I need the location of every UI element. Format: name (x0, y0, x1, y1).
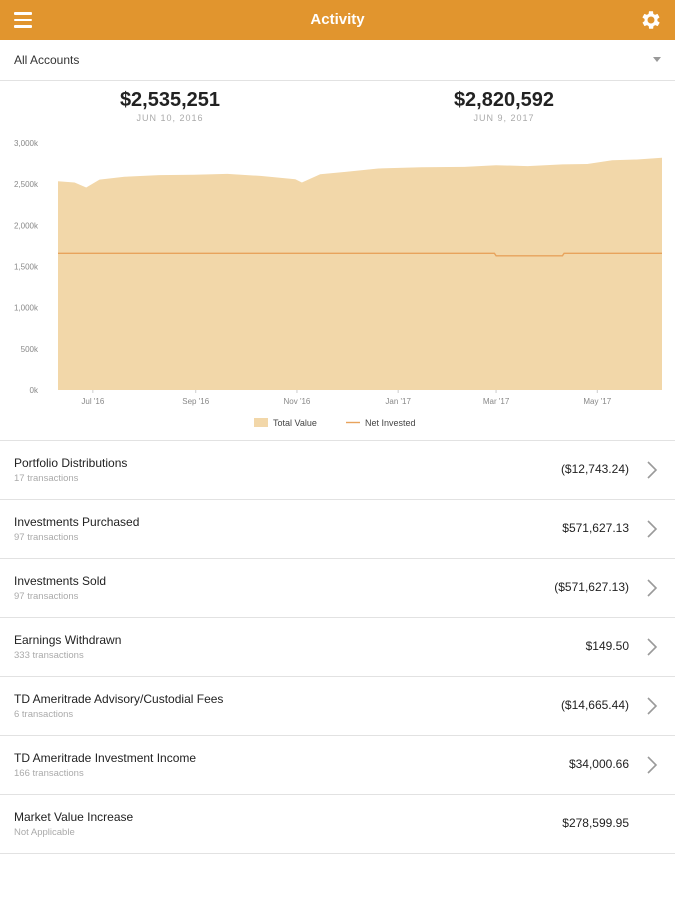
activity-row-count: Not Applicable (14, 827, 75, 838)
end-date: JUN 9, 2017 (473, 113, 535, 123)
activity-row[interactable]: TD Ameritrade Advisory/Custodial Fees 6 t… (0, 676, 675, 735)
portfolio-chart: 0k 500k 1,000k 1,500k 2,000k 2,500k 3,000k Jul … (14, 139, 662, 428)
activity-row: Market Value Increase Not Applicable $278,… (0, 794, 675, 854)
activity-row-count: 97 transactions (14, 591, 79, 602)
chevron-right-icon[interactable] (645, 696, 659, 716)
activity-row-amount: $278,599.95 (562, 816, 629, 830)
activity-row-label: TD Ameritrade Investment Income (14, 751, 197, 765)
activity-row-amount: ($571,627.13) (554, 580, 629, 594)
legend-total-value-swatch (254, 418, 268, 427)
account-selector[interactable]: All Accounts (0, 40, 675, 81)
x-tick-label: Jul '16 (81, 397, 104, 406)
x-tick-label: Mar '17 (483, 397, 510, 406)
x-tick-label: Nov '16 (284, 397, 311, 406)
app-header: Activity (0, 0, 675, 40)
activity-row-label: Market Value Increase (14, 810, 134, 824)
activity-row-label: Investments Purchased (14, 515, 140, 529)
activity-row[interactable]: Investments Purchased 97 transactions $571… (0, 499, 675, 558)
activity-row[interactable]: Investments Sold 97 transactions ($571,627… (0, 558, 675, 617)
y-tick-label: 1,000k (14, 304, 39, 313)
x-tick-label: Sep '16 (182, 397, 209, 406)
activity-row[interactable]: Earnings Withdrawn 333 transactions $149.5… (0, 617, 675, 676)
y-tick-label: 500k (21, 345, 39, 354)
legend-net-invested-label: Net Invested (365, 418, 416, 428)
x-tick-label: Jan '17 (385, 397, 411, 406)
activity-row-count: 6 transactions (14, 709, 74, 720)
activity-row[interactable]: TD Ameritrade Investment Income 166 trans… (0, 735, 675, 794)
chevron-right-icon[interactable] (645, 460, 659, 480)
activity-row[interactable]: Portfolio Distributions 17 transactions ($… (0, 440, 675, 499)
activity-list: Portfolio Distributions 17 transactions ($… (0, 440, 675, 854)
gear-icon[interactable] (639, 8, 663, 32)
chevron-right-icon[interactable] (645, 755, 659, 775)
chevron-down-icon (653, 57, 661, 62)
activity-row-amount: ($12,743.24) (560, 462, 629, 476)
activity-row-amount: $34,000.66 (568, 757, 629, 771)
menu-icon[interactable] (14, 12, 32, 28)
activity-row-amount: $571,627.13 (562, 521, 629, 535)
end-value: $2,820,592 (453, 89, 555, 111)
series-net-invested (58, 252, 662, 257)
activity-row-amount: ($14,665.44) (560, 698, 629, 712)
x-tick-label: May '17 (583, 397, 611, 406)
chevron-right-icon[interactable] (645, 637, 659, 657)
activity-row-label: Portfolio Distributions (14, 456, 128, 470)
activity-row-label: TD Ameritrade Advisory/Custodial Fees (14, 692, 224, 706)
start-value-summary: $2,535,251 JUN 10, 2016 (70, 88, 270, 123)
activity-row-count: 166 transactions (14, 768, 84, 779)
chevron-right-icon[interactable] (645, 519, 659, 539)
activity-row-count: 333 transactions (14, 650, 84, 661)
chevron-right-icon[interactable] (645, 578, 659, 598)
start-value: $2,535,251 (119, 89, 221, 111)
activity-row-label: Investments Sold (14, 574, 107, 588)
activity-row-count: 97 transactions (14, 532, 79, 543)
y-tick-label: 0k (30, 386, 39, 395)
account-selector-value: All Accounts (14, 53, 80, 67)
y-tick-label: 3,000k (14, 139, 39, 148)
start-date: JUN 10, 2016 (136, 113, 204, 123)
y-tick-label: 1,500k (14, 263, 39, 272)
end-value-summary: $2,820,592 JUN 9, 2017 (404, 88, 604, 123)
legend-total-value-label: Total Value (273, 418, 317, 428)
activity-row-amount: $149.50 (585, 639, 629, 653)
activity-row-count: 17 transactions (14, 473, 79, 484)
series-total-value (58, 157, 662, 390)
page-title: Activity (310, 11, 365, 28)
y-tick-label: 2,000k (14, 221, 39, 230)
activity-row-label: Earnings Withdrawn (14, 633, 122, 647)
y-tick-label: 2,500k (14, 180, 39, 189)
